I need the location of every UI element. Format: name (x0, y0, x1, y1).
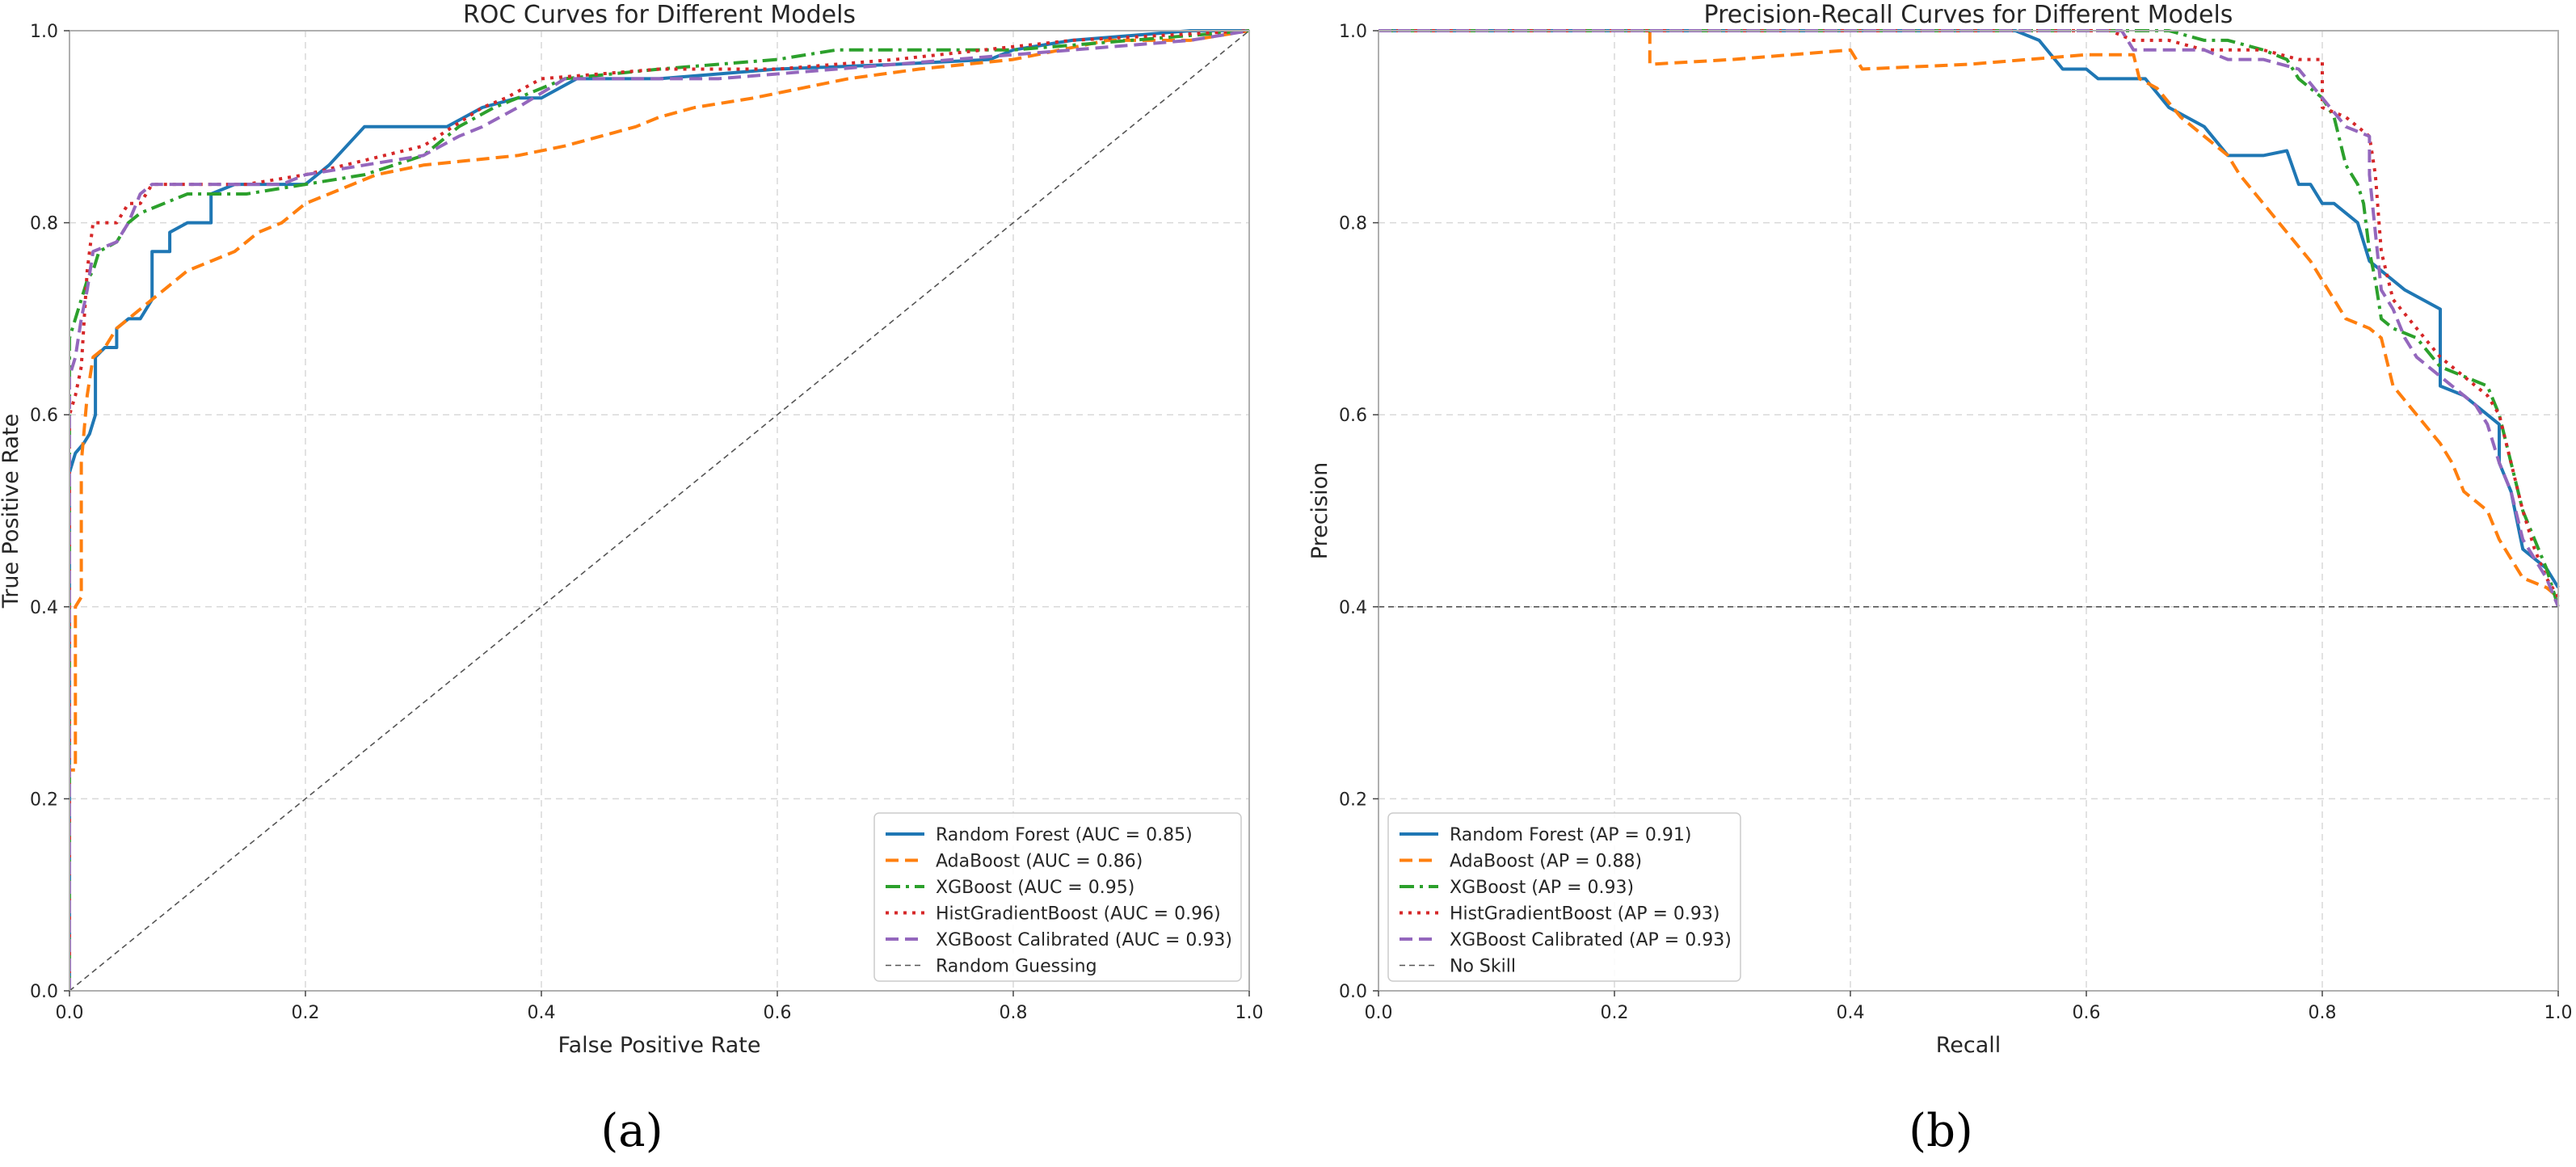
chart0-ytick-label-1: 0.2 (30, 790, 58, 810)
chart1-legend-label-5: No Skill (1450, 957, 1516, 977)
chart1-xtick-label-2: 0.4 (1837, 1003, 1865, 1023)
pr-chart: 0.0 0.2 0.4 0.6 0.8 1.0 0.0 0.2 0.4 0.6 0.8 1.0 Prec… (1307, 1, 2573, 1058)
chart0-legend-label-0: Random Forest (AUC = 0.85) (936, 825, 1193, 845)
chart0-legend-label-3: HistGradientBoost (AUC = 0.96) (936, 904, 1221, 925)
chart0-xtick-label-1: 0.2 (292, 1003, 320, 1023)
chart0-legend-label-5: Random Guessing (936, 957, 1097, 977)
chart1-ytick-label-5: 1.0 (1339, 22, 1367, 42)
chart1-series-group (1378, 29, 2560, 608)
chart1-ytick-label-0: 0.0 (1339, 982, 1367, 1002)
chart0-xtick-label-0: 0.0 (56, 1003, 84, 1023)
chart1-series-random-forest (1378, 29, 2560, 589)
chart0-ytick-label-4: 0.8 (30, 214, 58, 234)
chart1-axes-frame (1378, 30, 2559, 992)
chart0-ytick-label-5: 1.0 (30, 22, 58, 42)
chart1-ytick-label-2: 0.4 (1339, 598, 1367, 618)
chart0-legend: Random Forest (AUC = 0.85) AdaBoost (AUC … (873, 812, 1242, 982)
chart0-ytick-label-0: 0.0 (30, 982, 58, 1002)
chart0-ylabel: True Positive Rate (0, 414, 23, 609)
chart1-xtick-label-4: 0.8 (2309, 1003, 2337, 1023)
chart1-series-adaboost (1378, 29, 2560, 599)
chart0-legend-box (873, 812, 1242, 982)
chart0-series-xgboost-calibrated (69, 29, 1250, 991)
chart0-legend-label-4: XGBoost Calibrated (AUC = 0.93) (936, 930, 1232, 950)
chart1-series-histgradientboost (1378, 29, 2560, 598)
chart0-series-adaboost (69, 29, 1250, 991)
chart1-legend-label-0: Random Forest (AP = 0.91) (1450, 825, 1691, 845)
chart1-ytick-label-3: 0.6 (1339, 406, 1367, 426)
chart0-xtick-label-3: 0.6 (764, 1003, 792, 1023)
chart0-title: ROC Curves for Different Models (463, 1, 856, 29)
chart0-series-xgboost (69, 29, 1250, 991)
chart1-legend-box (1387, 812, 1741, 982)
chart1-series-xgboost (1378, 29, 2560, 608)
chart0-xtick-label-2: 0.4 (528, 1003, 556, 1023)
chart0-axes-frame (69, 30, 1250, 992)
chart0-legend-label-2: XGBoost (AUC = 0.95) (936, 878, 1134, 898)
chart0-xtick-label-5: 1.0 (1235, 1003, 1264, 1023)
chart0-xlabel: False Positive Rate (558, 1033, 761, 1058)
chart1-xtick-label-0: 0.0 (1365, 1003, 1393, 1023)
chart0-ytick-label-3: 0.6 (30, 406, 58, 426)
chart0-legend-label-1: AdaBoost (AUC = 0.86) (936, 852, 1143, 872)
chart0-ytick-label-2: 0.4 (30, 598, 58, 618)
chart1-ytick-label-1: 0.2 (1339, 790, 1367, 810)
chart1-legend: Random Forest (AP = 0.91) AdaBoost (AP = … (1387, 812, 1741, 982)
chart0-xtick-label-4: 0.8 (1000, 1003, 1028, 1023)
chart1-ylabel: Precision (1307, 462, 1332, 559)
chart1-legend-label-4: XGBoost Calibrated (AP = 0.93) (1450, 930, 1732, 950)
chart1-title: Precision-Recall Curves for Different Mo… (1704, 1, 2233, 29)
chart1-legend-label-3: HistGradientBoost (AP = 0.93) (1450, 904, 1719, 925)
chart0-series-random-guessing (69, 30, 1250, 992)
chart1-legend-label-1: AdaBoost (AP = 0.88) (1450, 852, 1642, 872)
chart0-series-group (69, 29, 1250, 992)
caption-b: (b) (1909, 1105, 1973, 1157)
chart1-xtick-label-5: 1.0 (2544, 1003, 2573, 1023)
chart1-xlabel: Recall (1936, 1033, 2001, 1058)
chart1-legend-label-2: XGBoost (AP = 0.93) (1450, 878, 1634, 898)
caption-a: (a) (600, 1105, 663, 1157)
chart1-xtick-label-3: 0.6 (2073, 1003, 2101, 1023)
chart1-xtick-label-1: 0.2 (1601, 1003, 1629, 1023)
chart0-series-histgradientboost (69, 29, 1250, 991)
chart1-series-xgboost-calibrated (1378, 29, 2560, 608)
roc-chart: 0.0 0.2 0.4 0.6 0.8 1.0 0.0 0.2 0.4 0.6 0.8 1.0 ROC … (0, 1, 1264, 1058)
chart1-ytick-label-4: 0.8 (1339, 214, 1367, 234)
